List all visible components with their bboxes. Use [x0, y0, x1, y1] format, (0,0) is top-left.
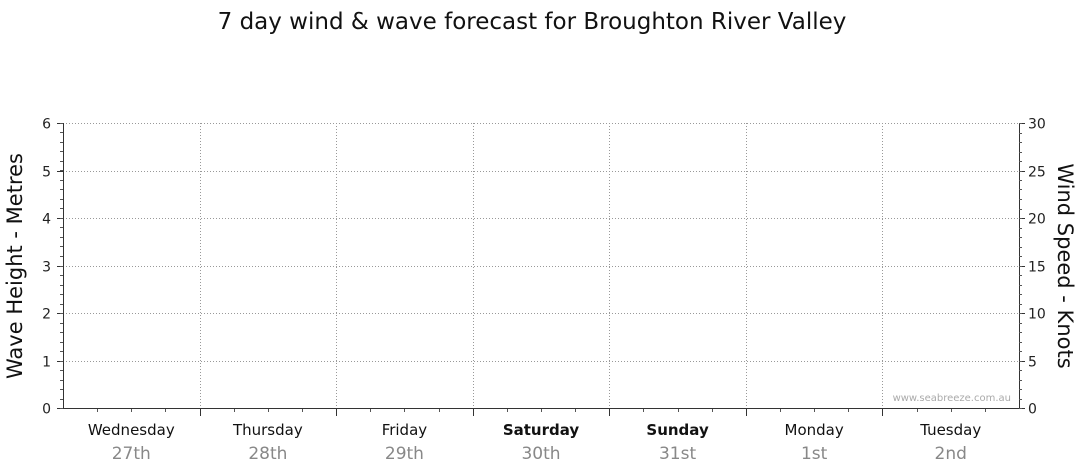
- left-tick-label: 2: [42, 307, 51, 323]
- day-date-label: 31st: [659, 444, 696, 464]
- right-tick-label: 20: [1028, 212, 1046, 228]
- day-date-label: 1st: [801, 444, 828, 464]
- left-tick-label: 6: [42, 117, 51, 133]
- day-name-label: Sunday: [646, 421, 709, 439]
- left-tick-label: 4: [42, 212, 51, 228]
- right-tick-label: 25: [1028, 165, 1046, 181]
- right-tick-label: 15: [1028, 260, 1046, 276]
- left-tick-label: 0: [42, 402, 51, 418]
- day-name-label: Monday: [785, 421, 844, 439]
- day-date-label: 2nd: [935, 444, 967, 464]
- day-name-label: Tuesday: [919, 421, 981, 439]
- watermark: www.seabreeze.com.au: [893, 393, 1011, 404]
- chart-title: 7 day wind & wave forecast for Broughton…: [218, 9, 847, 35]
- right-tick-label: 0: [1028, 402, 1037, 418]
- day-date-label: 27th: [112, 444, 151, 464]
- day-name-label: Saturday: [503, 421, 580, 439]
- day-name-label: Thursday: [232, 421, 303, 439]
- right-tick-label: 5: [1028, 355, 1037, 371]
- day-name-label: Friday: [382, 421, 428, 439]
- left-tick-label: 3: [42, 260, 51, 276]
- left-tick-label: 1: [42, 355, 51, 371]
- day-name-label: Wednesday: [88, 421, 175, 439]
- grid-lines: [63, 123, 1019, 408]
- right-axis-title: Wind Speed - Knots: [1053, 163, 1077, 368]
- day-date-label: 29th: [385, 444, 424, 464]
- left-tick-label: 5: [42, 165, 51, 181]
- left-axis-ticks: 0 1 2 3 4 5 6: [42, 117, 63, 418]
- day-date-label: 30th: [521, 444, 560, 464]
- day-date-label: 28th: [248, 444, 287, 464]
- axes: [63, 123, 1020, 416]
- right-tick-label: 10: [1028, 307, 1046, 323]
- left-axis-title: Wave Height - Metres: [3, 153, 27, 379]
- right-tick-label: 30: [1028, 117, 1046, 133]
- right-axis-ticks: 0 5 10 15 20 25 30: [1019, 117, 1046, 418]
- day-labels: Wednesday 27th Thursday 28th Friday 29th Satur…: [88, 421, 981, 464]
